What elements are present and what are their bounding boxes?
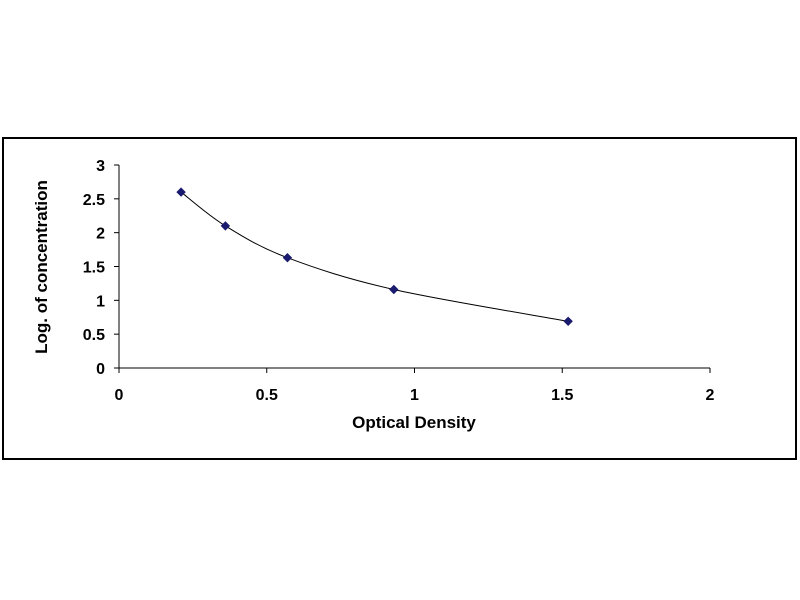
y-tick-label-0: 0 <box>96 361 105 378</box>
x-tick-label-3: 1.5 <box>551 387 573 404</box>
x-tick-label-2: 1 <box>410 387 419 404</box>
y-tick-label-6: 3 <box>96 158 105 175</box>
y-tick-labels: 0 0.5 1 1.5 2 2.5 3 <box>83 158 105 378</box>
y-tick-label-2: 1 <box>96 293 105 310</box>
x-tick-label-0: 0 <box>115 387 124 404</box>
data-point-0 <box>176 187 186 197</box>
chart-frame: 0 0.5 1 1.5 2 2.5 3 0 0.5 1 1.5 2 Optical Density … <box>2 137 797 460</box>
x-ticks <box>118 368 711 373</box>
data-point-4 <box>563 316 573 327</box>
y-tick-label-1: 0.5 <box>83 327 105 344</box>
y-tick-label-5: 2.5 <box>83 192 105 209</box>
x-axis-title: Optical Density <box>352 413 476 432</box>
y-ticks <box>114 164 119 369</box>
x-tick-labels: 0 0.5 1 1.5 2 <box>115 387 715 404</box>
data-point-2 <box>282 252 293 263</box>
x-tick-label-1: 0.5 <box>256 387 278 404</box>
data-points <box>176 187 573 327</box>
x-tick-label-4: 2 <box>706 387 715 404</box>
y-tick-label-3: 1.5 <box>83 260 105 277</box>
chart-svg: 00.511.522.53 0 0.5 1 1.5 2 Optical Density … <box>32 158 715 432</box>
fit-curve <box>180 191 569 322</box>
y-axis-title: Log. of concentration <box>32 180 51 354</box>
y-tick-label-4: 2 <box>96 226 105 243</box>
data-point-3 <box>389 284 399 295</box>
data-point-1 <box>220 221 231 231</box>
